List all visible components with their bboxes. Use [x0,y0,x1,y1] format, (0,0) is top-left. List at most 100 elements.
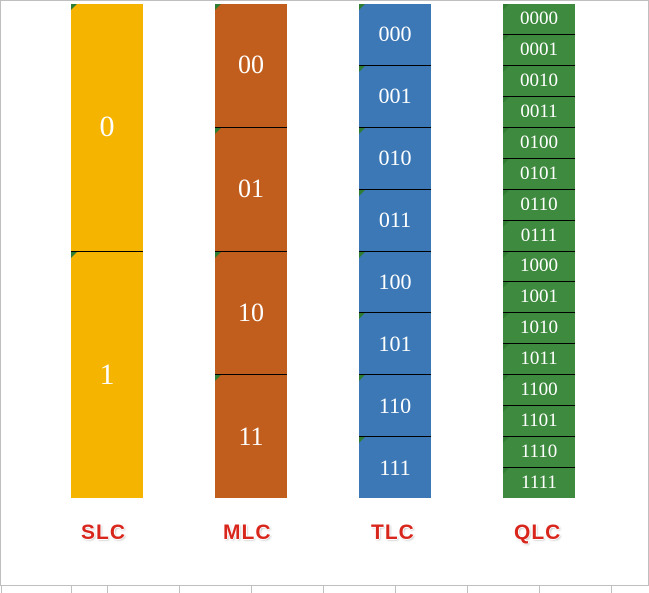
cell-notch-icon [215,375,221,381]
qlc-cell-value: 1000 [520,255,558,277]
qlc-cell-value: 1100 [520,379,557,401]
qlc-cell: 1011 [503,343,575,374]
cell-notch-icon [359,66,365,72]
tlc-cell: 111 [359,436,431,498]
axis-tick [1,585,2,593]
qlc-cell-value: 1010 [520,317,558,339]
qlc-cell: 1110 [503,436,575,467]
slc-column: 01 [71,4,143,498]
mlc-cell-value: 01 [238,174,264,204]
axis-tick [611,585,612,593]
tlc-cell-value: 101 [379,331,412,357]
tlc-cell: 001 [359,65,431,127]
mlc-cell-value: 10 [238,298,264,328]
qlc-cell: 1000 [503,251,575,282]
tlc-cell-value: 001 [379,83,412,109]
axis-tick [395,585,396,593]
cell-notch-icon [503,4,509,10]
qlc-cell-value: 0001 [520,39,558,61]
tlc-cell-value: 011 [379,207,411,233]
qlc-cell: 0001 [503,34,575,65]
cell-notch-icon [503,282,509,288]
cell-notch-icon [71,4,77,10]
cell-notch-icon [503,35,509,41]
qlc-cell: 1001 [503,281,575,312]
tlc-cell-value: 110 [379,393,411,419]
axis-tick [71,585,72,593]
cell-notch-icon [503,375,509,381]
cell-notch-icon [503,252,509,258]
cell-notch-icon [503,97,509,103]
qlc-cell: 1111 [503,467,575,498]
mlc-cell: 01 [215,127,287,251]
cell-notch-icon [215,4,221,10]
qlc-cell-value: 0110 [520,194,557,216]
qlc-cell-value: 0111 [521,225,558,247]
slc-cell-value: 0 [100,110,115,144]
axis-tick [251,585,252,593]
tlc-cell-value: 100 [379,269,412,295]
qlc-cell-value: 0101 [520,163,558,185]
cell-notch-icon [359,190,365,196]
slc-cell: 1 [71,251,143,499]
cell-notch-icon [503,128,509,134]
qlc-cell: 1100 [503,374,575,405]
qlc-cell: 0100 [503,127,575,158]
qlc-cell-value: 1001 [520,286,558,308]
cell-notch-icon [503,437,509,443]
cell-notch-icon [503,190,509,196]
axis-tick [107,585,108,593]
tlc-cell: 011 [359,189,431,251]
qlc-cell: 0010 [503,65,575,96]
cell-notch-icon [503,221,509,227]
cell-notch-icon [359,375,365,381]
tlc-cell: 000 [359,4,431,65]
tlc-cell: 110 [359,374,431,436]
qlc-cell-value: 1111 [521,472,557,494]
qlc-cell: 0011 [503,96,575,127]
cell-notch-icon [359,437,365,443]
cell-notch-icon [503,66,509,72]
mlc-label: MLC [223,521,272,545]
qlc-cell-value: 0100 [520,132,558,154]
slc-label: SLC [81,521,126,545]
cell-notch-icon [359,128,365,134]
tlc-label: TLC [371,521,415,545]
cell-notch-icon [359,252,365,258]
mlc-cell: 00 [215,4,287,127]
qlc-cell: 0111 [503,220,575,251]
qlc-cell: 1101 [503,405,575,436]
qlc-cell-value: 1011 [520,348,557,370]
mlc-column: 00 01 10 11 [215,4,287,498]
nand-cell-levels-chart: 0100011011000001010011100101110111000000… [1,4,649,498]
tlc-cell-value: 000 [379,21,412,47]
axis-tick [539,585,540,593]
mlc-cell-value: 11 [238,422,263,452]
qlc-cell: 0110 [503,189,575,220]
qlc-cell: 0101 [503,158,575,189]
qlc-cell-value: 1110 [521,441,558,463]
cell-notch-icon [215,128,221,134]
axis-tick [467,585,468,593]
cell-notch-icon [503,313,509,319]
cell-notch-icon [503,406,509,412]
qlc-cell: 0000 [503,4,575,34]
slc-cell-value: 1 [100,358,115,392]
tlc-cell: 100 [359,251,431,313]
qlc-column: 0000 0001 0010 0011 0100 0101 0110 0111 1000 1001… [503,4,575,498]
qlc-cell-value: 1101 [520,410,557,432]
tlc-cell: 010 [359,127,431,189]
qlc-cell: 1010 [503,312,575,343]
cell-notch-icon [215,252,221,258]
tlc-cell-value: 111 [379,455,410,481]
mlc-cell: 10 [215,251,287,375]
qlc-label: QLC [514,521,561,545]
cell-notch-icon [359,4,365,10]
cell-notch-icon [359,313,365,319]
tlc-cell-value: 010 [379,145,412,171]
mlc-cell: 11 [215,374,287,498]
qlc-cell-value: 0011 [520,101,557,123]
qlc-cell-value: 0000 [520,8,558,30]
tlc-cell: 101 [359,312,431,374]
axis-tick [179,585,180,593]
